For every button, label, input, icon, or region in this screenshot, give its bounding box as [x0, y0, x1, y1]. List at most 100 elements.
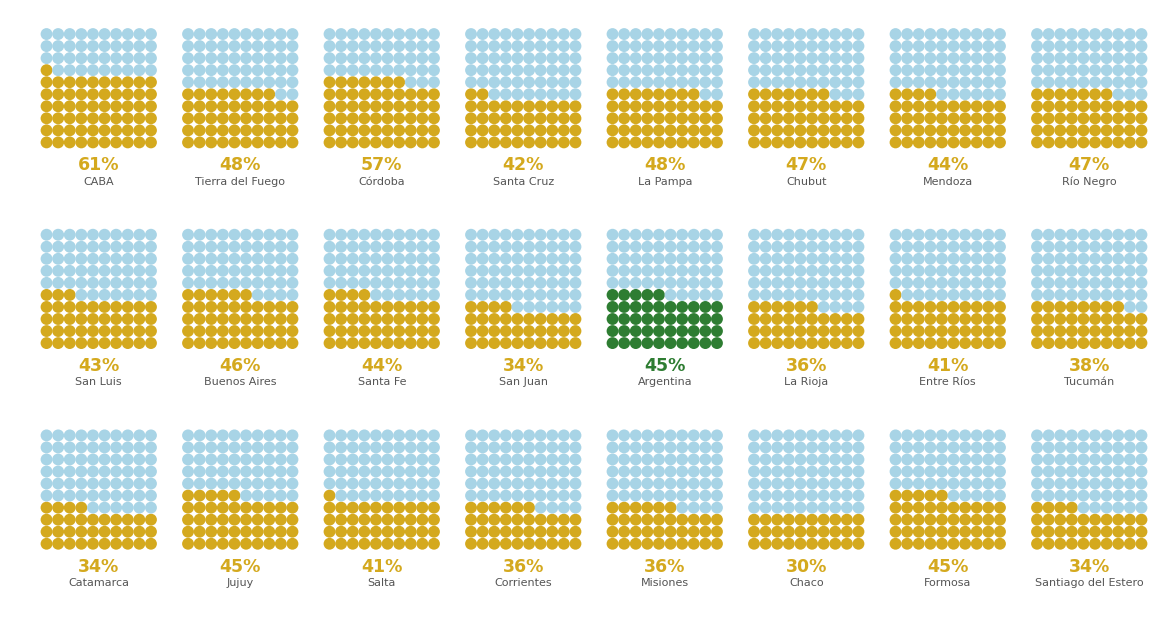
Point [837, 126, 856, 136]
Point [142, 242, 161, 252]
Point [991, 101, 1010, 112]
Point [920, 467, 939, 477]
Point [979, 326, 998, 336]
Point [343, 467, 362, 477]
Point [248, 113, 266, 124]
Point [425, 503, 444, 513]
Point [390, 326, 409, 336]
Text: 43%: 43% [79, 357, 120, 375]
Point [271, 314, 290, 324]
Point [566, 53, 585, 63]
Point [615, 29, 634, 39]
Point [497, 230, 515, 240]
Point [343, 326, 362, 336]
Point [627, 113, 646, 124]
Point [532, 65, 551, 75]
Point [886, 326, 905, 336]
Point [967, 266, 986, 276]
Point [107, 254, 126, 264]
Point [95, 101, 114, 112]
Text: 48%: 48% [220, 157, 261, 174]
Point [413, 29, 432, 39]
Point [708, 254, 727, 264]
Point [49, 126, 68, 136]
Point [920, 503, 939, 513]
Point [60, 455, 79, 465]
Point [637, 89, 656, 100]
Point [673, 77, 691, 87]
Text: 47%: 47% [1068, 157, 1109, 174]
Point [1074, 479, 1093, 489]
Point [967, 101, 986, 112]
Point [649, 527, 668, 537]
Point [95, 290, 114, 300]
Point [283, 479, 302, 489]
Text: 57%: 57% [362, 157, 403, 174]
Point [1120, 443, 1139, 453]
Point [390, 53, 409, 63]
Point [1062, 290, 1081, 300]
Point [744, 527, 763, 537]
Point [497, 126, 515, 136]
Point [910, 65, 929, 75]
Point [142, 491, 161, 501]
Point [237, 41, 256, 51]
Point [815, 242, 834, 252]
Point [920, 455, 939, 465]
Point [744, 101, 763, 112]
Point [366, 77, 385, 87]
Point [271, 527, 290, 537]
Point [696, 338, 715, 348]
Point [237, 479, 256, 489]
Point [815, 515, 834, 525]
Point [473, 491, 492, 501]
Point [649, 467, 668, 477]
Point [321, 443, 339, 453]
Point [225, 539, 244, 549]
Point [49, 503, 68, 513]
Point [825, 515, 844, 525]
Point [554, 242, 573, 252]
Point [1120, 302, 1139, 312]
Point [225, 443, 244, 453]
Point [271, 430, 290, 441]
Point [956, 138, 974, 148]
Point [237, 302, 256, 312]
Point [38, 41, 56, 51]
Point [366, 527, 385, 537]
Text: 42%: 42% [502, 157, 544, 174]
Point [119, 503, 137, 513]
Point [378, 314, 397, 324]
Point [142, 338, 161, 348]
Point [979, 290, 998, 300]
Point [271, 290, 290, 300]
Point [1062, 430, 1081, 441]
Text: Chubut: Chubut [787, 176, 826, 186]
Point [520, 77, 539, 87]
Point [497, 89, 515, 100]
Point [378, 138, 397, 148]
Point [542, 77, 561, 87]
Point [991, 254, 1010, 264]
Point [566, 113, 585, 124]
Text: 34%: 34% [1068, 558, 1109, 576]
Point [825, 491, 844, 501]
Point [1051, 266, 1070, 276]
Point [708, 77, 727, 87]
Point [237, 430, 256, 441]
Point [532, 527, 551, 537]
Point [967, 430, 986, 441]
Point [107, 89, 126, 100]
Point [684, 314, 703, 324]
Point [849, 101, 868, 112]
Point [566, 479, 585, 489]
Point [237, 467, 256, 477]
Point [768, 467, 787, 477]
Point [768, 242, 787, 252]
Point [932, 539, 951, 549]
Point [967, 467, 986, 477]
Point [402, 443, 420, 453]
Point [321, 77, 339, 87]
Point [119, 430, 137, 441]
Point [390, 314, 409, 324]
